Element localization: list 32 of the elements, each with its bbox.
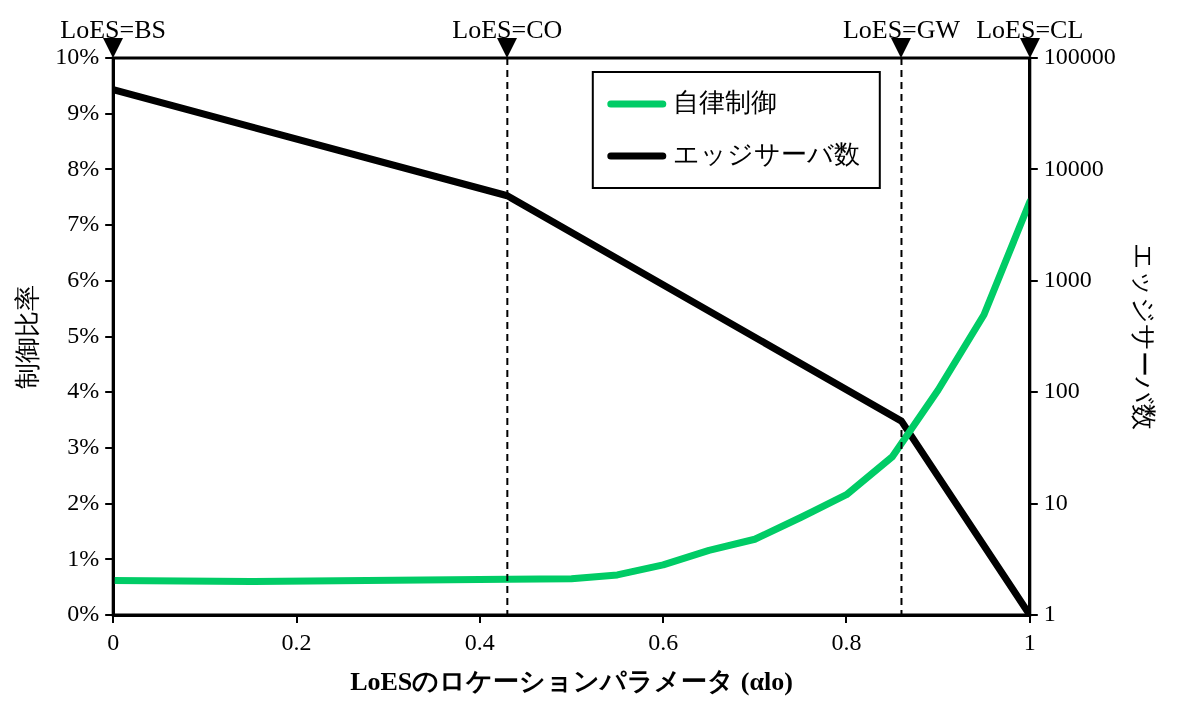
legend-label: 自律制御 <box>672 87 777 117</box>
x-tick-label: 0.4 <box>464 628 495 655</box>
ref-line-label: LoES=GW <box>842 14 961 44</box>
y2-tick-label: 100000 <box>1043 43 1116 70</box>
y-tick-label: 2% <box>67 488 100 515</box>
y-tick-label: 6% <box>67 266 100 293</box>
y-tick-label: 8% <box>67 154 100 181</box>
y-tick-label: 3% <box>67 433 100 460</box>
x-tick-label: 0 <box>107 628 120 655</box>
x-tick-label: 1 <box>1023 628 1036 655</box>
x-axis-title: LoESのロケーションパラメータ (αlo) <box>350 667 793 697</box>
y2-tick-label: 1000 <box>1043 266 1092 293</box>
x-tick-label: 0.2 <box>281 628 312 655</box>
x-tick-label: 0.8 <box>831 628 862 655</box>
ref-line-label: LoES=CL <box>976 14 1084 44</box>
y2-axis-title: エッジサーバ数 <box>1128 243 1158 430</box>
y-tick-label: 4% <box>67 377 100 404</box>
ref-line-label: LoES=CO <box>452 14 563 44</box>
y-tick-label: 5% <box>67 321 100 348</box>
ref-line-label: LoES=BS <box>60 14 167 44</box>
y2-tick-label: 10 <box>1043 488 1068 515</box>
y-tick-label: 0% <box>67 600 100 627</box>
x-tick-label: 0.6 <box>648 628 679 655</box>
y-tick-label: 7% <box>67 210 100 237</box>
y2-tick-label: 1 <box>1043 600 1056 627</box>
y-axis-title: 制御比率 <box>13 284 43 389</box>
y2-tick-label: 10000 <box>1043 154 1104 181</box>
y-tick-label: 9% <box>67 99 100 125</box>
legend-label: エッジサーバ数 <box>672 139 860 169</box>
y-tick-label: 1% <box>67 544 100 571</box>
y-tick-label: 10% <box>55 43 100 70</box>
y2-tick-label: 100 <box>1043 377 1080 404</box>
